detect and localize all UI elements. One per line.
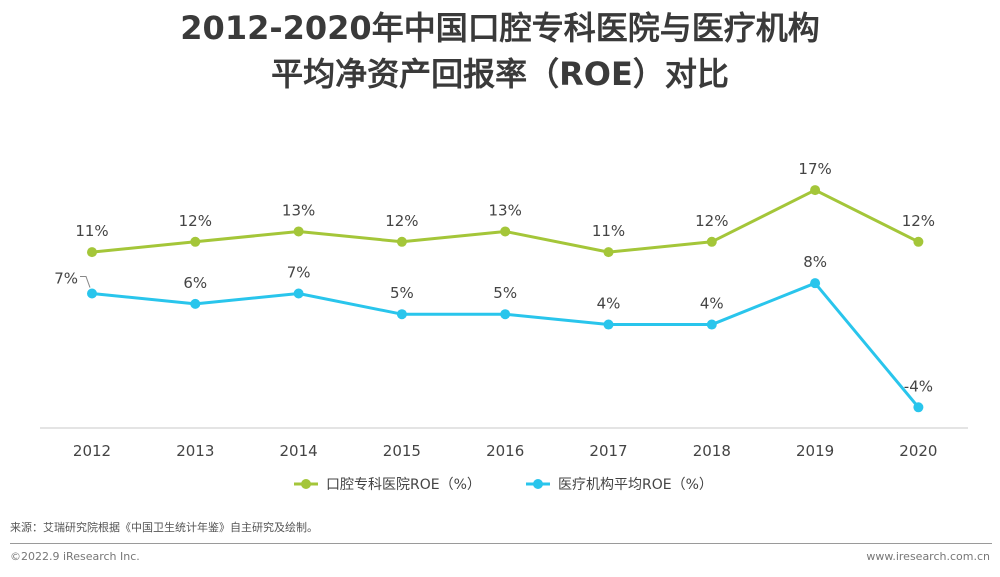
data-point [293,226,304,237]
data-point [913,402,924,413]
data-point [396,236,407,247]
chart-title-line-1: 2012-2020年中国口腔专科医院与医疗机构 [180,9,820,47]
data-point [396,309,407,320]
legend-label: 口腔专科医院ROE（%） [326,477,481,493]
data-label: 7% [287,264,311,282]
data-point [293,288,304,299]
data-label: 11% [75,222,108,240]
data-label: 13% [282,201,315,219]
x-tick-label: 2018 [693,442,731,460]
data-label: 13% [489,201,522,219]
data-label: 7% [54,270,78,288]
data-label: 12% [385,212,418,230]
data-point [87,288,97,299]
data-point [500,309,511,320]
data-point [190,236,201,247]
data-point [913,236,924,247]
legend-label: 医疗机构平均ROE（%） [558,477,713,493]
source-note: 来源：艾瑞研究院根据《中国卫生统计年鉴》自主研究及绘制。 [10,521,318,534]
legend-swatch-marker [533,479,543,489]
x-tick-label: 2019 [796,442,834,460]
x-tick-label: 2020 [899,442,937,460]
data-point [810,278,821,289]
data-label: 12% [902,212,935,230]
data-label: 12% [695,212,728,230]
data-label: 6% [183,274,207,292]
data-point [190,298,201,309]
data-point [706,319,717,330]
x-tick-label: 2013 [176,442,214,460]
series-line [90,188,920,254]
data-label: 17% [798,160,831,178]
footer-copyright: ©2022.9 iResearch Inc. [10,550,140,563]
footer-website[interactable]: www.iresearch.com.cn [866,550,990,563]
x-tick-label: 2016 [486,442,524,460]
data-label: -4% [904,377,933,395]
data-point [603,319,614,330]
data-label: 12% [179,212,212,230]
data-point [810,185,821,196]
legend-swatch-marker [301,479,311,489]
x-tick-label: 2012 [73,442,111,460]
data-label: 8% [803,253,827,271]
footer-divider [10,543,992,544]
x-tick-label: 2014 [280,442,318,460]
data-label: 4% [597,295,621,313]
data-point [500,226,511,237]
label-leader-line [80,276,91,288]
data-label: 11% [592,222,625,240]
line-chart: 2012 2013 2014 2015 2016 2017 2018 2019 2020 11%… [40,160,968,493]
data-point [603,247,614,258]
x-tick-label: 2017 [589,442,627,460]
data-label: 5% [493,284,517,302]
data-label: 4% [700,295,724,313]
data-label: 5% [390,284,414,302]
data-point [87,247,97,258]
data-point [706,236,717,247]
x-tick-label: 2015 [383,442,421,460]
chart-title-line-2: 平均净资产回报率（ROE）对比 [271,55,729,93]
